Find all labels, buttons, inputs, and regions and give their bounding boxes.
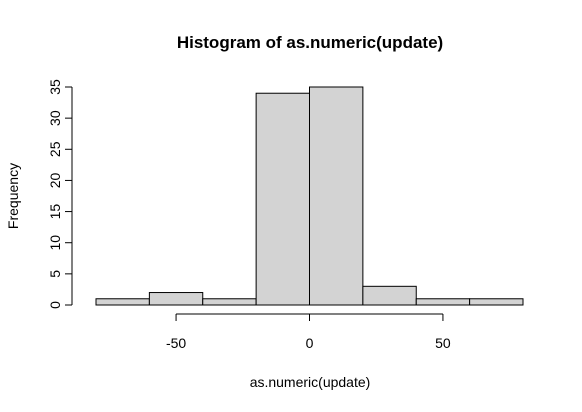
y-tick-label: 10 [47,235,63,251]
histogram-bar [255,92,310,306]
y-axis: 0 5 10 15 20 25 30 35 [47,79,73,309]
histogram-bar [469,298,524,306]
x-axis: -50 0 50 [166,313,451,351]
x-tick-label: -50 [166,335,186,351]
bars-layer [95,86,524,306]
histogram-bar [148,292,204,306]
histogram-bar [95,298,150,306]
x-tick-label: 50 [435,335,451,351]
chart-title: Histogram of as.numeric(update) [177,33,443,52]
histogram-bar [309,86,364,306]
y-tick-label: 15 [47,204,63,220]
y-tick-label: 5 [47,270,63,278]
histogram-bar [415,298,471,306]
y-tick-label: 35 [47,79,63,95]
histogram-bar [202,298,257,306]
y-tick-label: 20 [47,172,63,188]
x-tick-label: 0 [306,335,314,351]
histogram-bar [362,285,417,306]
y-tick-label: 25 [47,141,63,157]
y-tick-label: 30 [47,110,63,126]
y-axis-label: Frequency [5,163,21,229]
x-axis-label: as.numeric(update) [250,374,371,390]
y-tick-label: 0 [47,301,63,309]
